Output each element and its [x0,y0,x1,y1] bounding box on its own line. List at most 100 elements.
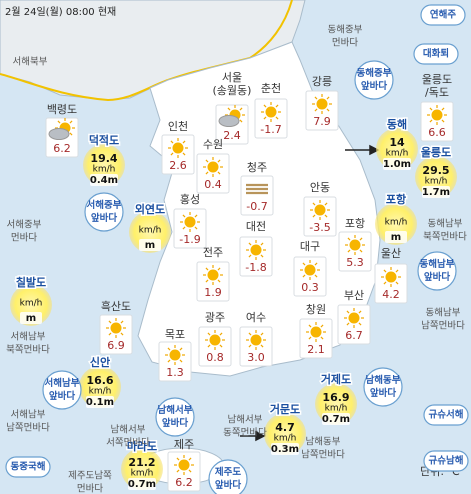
station-temp: 4.2 [382,288,400,301]
sea-area-label: 먼바다 [11,233,37,244]
sun-ray [219,344,223,348]
buoy-name: 포항 [386,192,406,206]
wave-box [385,231,407,243]
sun-ray [69,120,73,124]
sea-area-label: 남해동부 [306,436,341,448]
sun-ray [239,107,243,111]
sun-ray [69,132,73,136]
sun-ray [182,152,186,156]
sun-ray [358,310,362,314]
sea-badge [84,192,124,232]
station-card [196,153,230,194]
station-name: 여수 [246,311,266,324]
wave-box [139,239,161,251]
sun-ray [326,96,330,100]
sea-area-label: 남쪽먼바다 [421,321,465,332]
sun-ray [320,336,324,340]
sun [178,459,190,471]
sun [265,106,277,118]
sun-ray [312,214,316,218]
buoy-wave: m [391,232,401,243]
sea-badge-label: 규슈서해 [429,409,464,421]
station-name: 흑산도 [101,299,131,313]
sea-badge-label: 서해중부 [87,199,122,211]
buoy-name: 덕적도 [89,133,119,147]
sun-ray [182,140,186,144]
sun-ray [188,469,192,473]
station-name: 울릉도 [422,73,452,86]
sun [431,109,443,121]
buoy-speed: 14 [389,136,405,149]
sun-ray [308,324,312,328]
buoy-speed: 19.4 [90,152,117,165]
station-name: (송월동) [213,84,252,97]
station-card [161,134,195,175]
buoy-wave: 0.3m [271,444,299,455]
sea-area-label: 서해남부 [11,331,46,343]
sea-area-label: 서해남부 [11,409,46,421]
sea-badge-label: 연해주 [430,9,456,21]
buoy-wave: 0.4m [90,175,118,186]
sea-area-label: 남쪽먼바다 [6,423,50,434]
station-temp: 5.3 [346,256,364,269]
sun-ray [260,332,264,336]
sun-ray [217,279,221,283]
buoy-name: 칠발도 [16,275,46,289]
station-name: 강릉 [312,75,332,88]
sun-ray [108,332,112,336]
station-temp: 0.4 [204,178,222,191]
sun-ray [207,344,211,348]
sun-ray [346,322,350,326]
wind-arrows [240,144,380,442]
buoy-speed: 4.7 [275,421,295,434]
sun-ray [359,249,363,253]
sea-badge-label: 동해중부 [357,67,392,79]
station-name: 홍성 [180,192,200,206]
buoy-wave: 0.7m [322,414,350,425]
sea-area-label: 서해중부 [7,219,42,231]
sun-ray [263,104,267,108]
sun-ray [179,347,183,351]
sea-area-label: 먼바다 [77,484,103,494]
station-temp: 6.7 [345,329,363,342]
sun-ray [260,242,264,246]
sun-ray [176,469,180,473]
sea-badge-label: 동해남부 [420,258,455,270]
sun-ray [429,107,433,111]
buoy-speed: 16.9 [322,391,349,404]
buoy-unit: km/h [274,434,297,444]
sun-ray [179,359,183,363]
sun-ray [260,344,264,348]
sun [314,204,326,216]
sea-badge [354,60,394,100]
sun-ray [205,267,209,271]
wave-box [422,186,450,198]
sun-ray [248,242,252,246]
sea-badge-label: 제주도 [215,466,241,478]
station-name: 전주 [203,246,223,259]
sun-ray [324,214,328,218]
sea-badge-label: 남해동부 [366,374,401,386]
sun-ray [108,320,112,324]
sun-ray [308,336,312,340]
station-name: 제주 [174,438,194,451]
buoy-name: 신안 [90,355,110,369]
buoy-wave: 1.7m [422,187,450,198]
sun-ray [227,107,231,111]
sun-ray [205,159,209,163]
wave-box [128,478,156,490]
buoy-unit: km/h [325,404,348,414]
buoy-wave: 0.7m [128,479,156,490]
sun-ray [314,96,318,100]
buoy-name: 외연도 [135,202,165,216]
sun-ray [302,274,306,278]
wave-box [90,174,118,186]
sea-badge [423,450,469,472]
station-temp: 2.4 [223,129,241,142]
station-card [167,451,201,492]
sea-area-label: 북쪽먼바다 [6,345,50,356]
station-name: 서울 [222,71,242,84]
sea-badge [42,370,82,410]
sun [349,239,361,251]
